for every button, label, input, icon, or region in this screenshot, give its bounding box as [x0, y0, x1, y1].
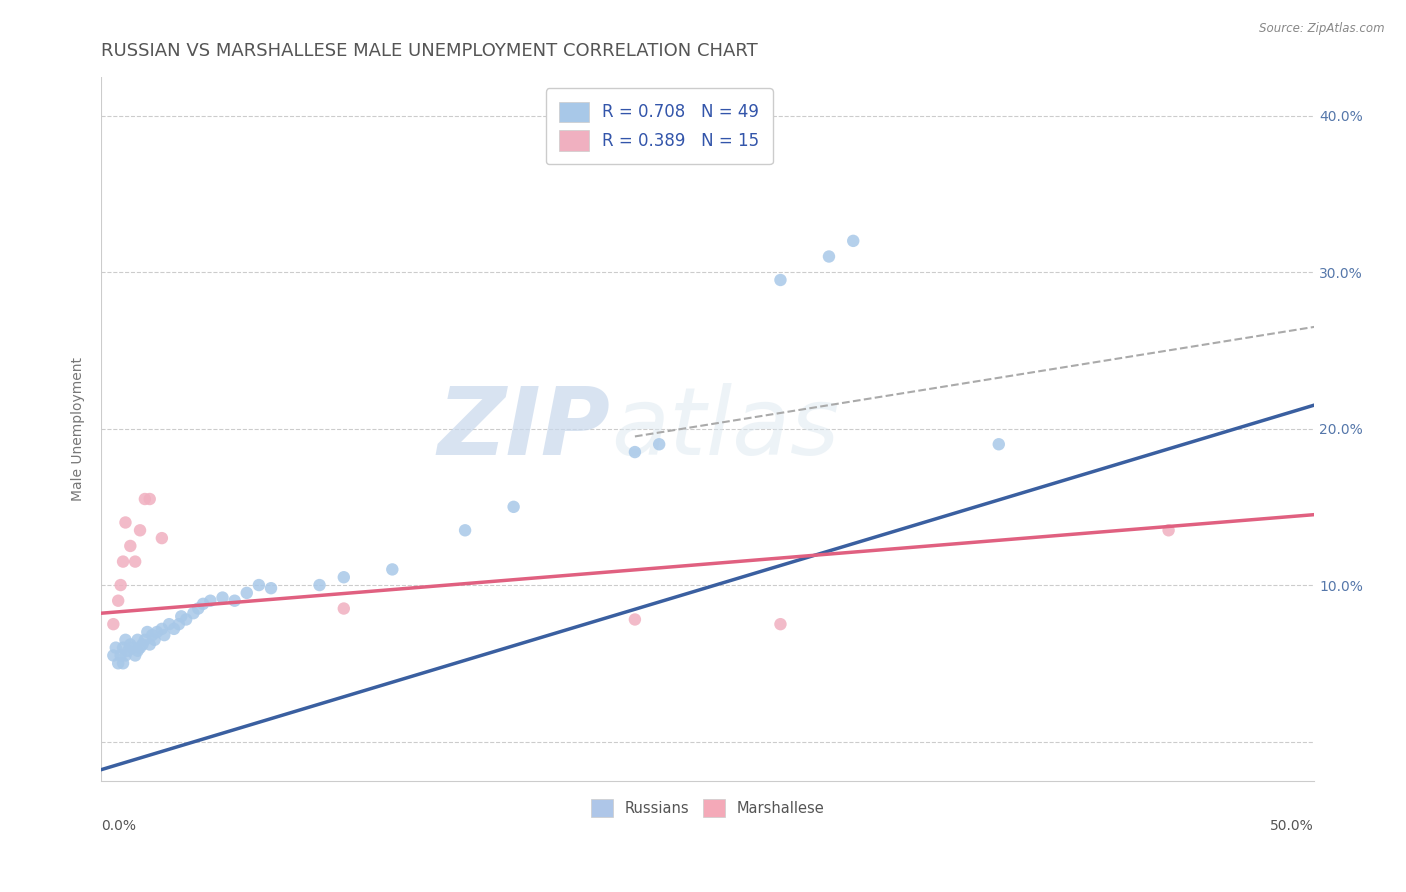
Point	[153, 628, 176, 642]
Point	[120, 539, 142, 553]
Point	[236, 586, 259, 600]
Point	[136, 625, 159, 640]
Point	[141, 628, 163, 642]
Point	[117, 644, 139, 658]
Point	[103, 648, 125, 663]
Point	[112, 555, 135, 569]
Legend: Russians, Marshallese: Russians, Marshallese	[585, 793, 831, 822]
Point	[187, 601, 209, 615]
Point	[624, 612, 647, 626]
Point	[112, 657, 135, 671]
Point	[131, 638, 153, 652]
Point	[110, 648, 132, 663]
Point	[124, 555, 146, 569]
Point	[124, 648, 146, 663]
Point	[157, 617, 180, 632]
Point	[121, 640, 143, 655]
Point	[333, 570, 356, 584]
Point	[150, 531, 173, 545]
Text: 50.0%: 50.0%	[1271, 820, 1315, 833]
Point	[129, 524, 152, 538]
Point	[769, 273, 792, 287]
Point	[120, 638, 142, 652]
Point	[104, 640, 127, 655]
Point	[163, 622, 186, 636]
Point	[842, 234, 865, 248]
Point	[224, 593, 246, 607]
Point	[333, 601, 356, 615]
Point	[127, 644, 149, 658]
Point	[200, 593, 222, 607]
Point	[502, 500, 524, 514]
Point	[134, 632, 156, 647]
Text: ZIP: ZIP	[437, 383, 610, 475]
Point	[769, 617, 792, 632]
Point	[107, 657, 129, 671]
Point	[624, 445, 647, 459]
Point	[143, 632, 166, 647]
Point	[454, 524, 477, 538]
Y-axis label: Male Unemployment: Male Unemployment	[72, 357, 86, 500]
Point	[138, 638, 160, 652]
Point	[138, 491, 160, 506]
Point	[146, 625, 169, 640]
Point	[174, 612, 197, 626]
Point	[381, 562, 404, 576]
Point	[170, 609, 193, 624]
Point	[247, 578, 270, 592]
Point	[150, 622, 173, 636]
Point	[110, 578, 132, 592]
Point	[308, 578, 330, 592]
Point	[987, 437, 1010, 451]
Text: RUSSIAN VS MARSHALLESE MALE UNEMPLOYMENT CORRELATION CHART: RUSSIAN VS MARSHALLESE MALE UNEMPLOYMENT…	[101, 42, 758, 60]
Point	[114, 516, 136, 530]
Point	[103, 617, 125, 632]
Text: Source: ZipAtlas.com: Source: ZipAtlas.com	[1260, 22, 1385, 36]
Text: atlas: atlas	[610, 383, 839, 475]
Point	[167, 617, 190, 632]
Point	[648, 437, 671, 451]
Point	[211, 591, 233, 605]
Point	[129, 640, 152, 655]
Point	[260, 581, 283, 595]
Point	[107, 593, 129, 607]
Point	[191, 597, 214, 611]
Point	[134, 491, 156, 506]
Point	[112, 640, 135, 655]
Point	[183, 606, 205, 620]
Point	[114, 648, 136, 663]
Point	[127, 632, 149, 647]
Point	[114, 632, 136, 647]
Point	[1157, 524, 1180, 538]
Point	[818, 250, 841, 264]
Text: 0.0%: 0.0%	[101, 820, 136, 833]
